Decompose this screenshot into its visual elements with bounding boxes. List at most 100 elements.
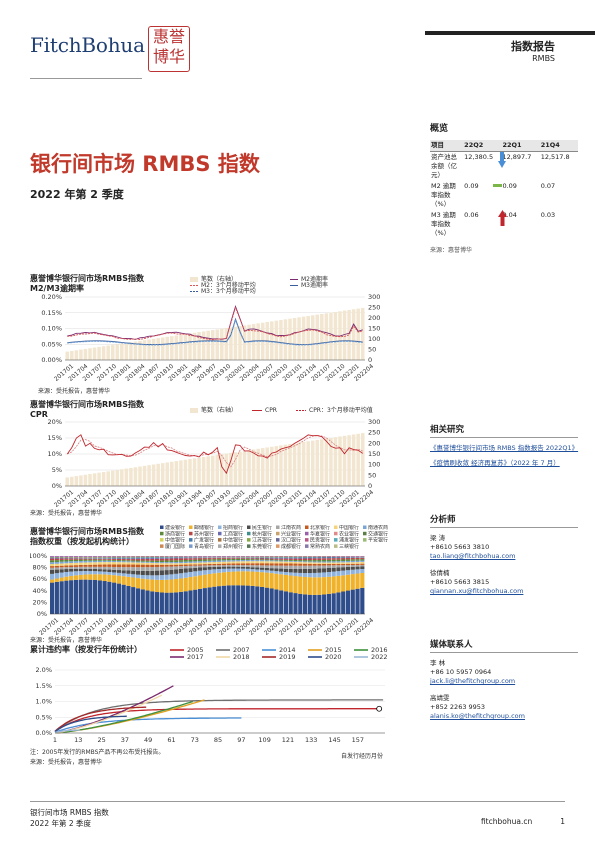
weight-segment — [231, 561, 236, 564]
weight-segment — [126, 564, 131, 568]
count-bar — [183, 334, 188, 360]
weight-segment — [298, 558, 303, 561]
weight-segment — [283, 568, 289, 573]
analysts-section: 分析师 梁 涛 +8610 5663 3810 tao.liang@fitchb… — [430, 513, 578, 596]
weight-segment — [78, 579, 83, 614]
weight-segment — [83, 558, 88, 560]
count-bar — [160, 337, 165, 360]
weight-segment — [140, 559, 145, 561]
analyst-email[interactable]: qiannan.xu@fitchbohua.com — [430, 587, 524, 595]
weight-segment — [145, 590, 150, 614]
weight-segment — [217, 563, 222, 566]
weight-segment — [193, 558, 198, 560]
weight-segment — [260, 557, 265, 559]
weight-segment — [69, 556, 74, 557]
weight-segment — [326, 558, 331, 560]
weight-segment — [245, 558, 250, 560]
weight-segment — [202, 556, 207, 558]
weight-segment — [288, 556, 293, 558]
weight-segment — [240, 556, 246, 557]
related-link[interactable]: 《惠誉博华银行间市场 RMBS 指数报告 2022Q1》 — [430, 444, 579, 452]
weight-segment — [73, 565, 79, 567]
weight-segment — [202, 564, 207, 566]
weight-segment — [274, 568, 279, 572]
weight-segment — [212, 559, 217, 561]
weight-segment — [197, 556, 203, 557]
media-email[interactable]: jack.li@thefitchgroup.com — [430, 677, 516, 685]
weight-segment — [193, 556, 198, 557]
weight-segment — [350, 562, 355, 564]
weight-segment — [64, 571, 69, 577]
legend-swatch — [218, 544, 222, 548]
y2-tick-label: 250 — [368, 429, 380, 437]
weight-segment — [140, 556, 145, 557]
weight-segment — [322, 562, 327, 564]
overview-row: M3 逾期率指数（%） 0.06 0.04 0.03 — [431, 210, 556, 237]
analyst-email[interactable]: tao.liang@fitchbohua.com — [430, 552, 516, 560]
weight-segment — [345, 560, 351, 563]
count-bar — [274, 446, 279, 486]
legend-label: 三峡银行 — [339, 543, 359, 550]
count-bar — [360, 433, 365, 486]
legend-label: 2022 — [371, 653, 388, 661]
media-tel: +852 2263 9953 — [430, 703, 486, 711]
weight-segment — [131, 559, 136, 561]
weight-segment — [269, 559, 274, 561]
weight-segment — [336, 565, 341, 568]
weight-segment — [50, 582, 55, 614]
weight-segment — [317, 565, 322, 569]
count-bar — [206, 456, 210, 486]
legend-swatch — [247, 538, 251, 542]
weight-segment — [145, 562, 150, 565]
count-bar — [129, 467, 133, 486]
legend-label: 中国银行 — [339, 525, 359, 531]
weight-segment — [269, 588, 274, 614]
weight-segment — [350, 566, 355, 570]
count-bar — [229, 452, 233, 486]
weight-segment — [50, 557, 55, 559]
weight-segment — [145, 556, 150, 557]
legend-swatch — [247, 544, 251, 548]
count-bar — [320, 439, 324, 486]
weight-segment — [250, 567, 255, 570]
weight-segment — [112, 558, 117, 560]
weight-segment — [269, 558, 274, 560]
legend-swatch — [363, 531, 367, 536]
chart1-title: 惠誉博华银行间市场RMBS指数 M2/M3逾期率 — [30, 274, 144, 293]
weight-segment — [155, 570, 160, 576]
media-email[interactable]: alanis.ko@thefitchgroup.com — [430, 712, 525, 720]
weight-segment — [293, 565, 298, 569]
weight-segment — [97, 559, 102, 561]
weight-segment — [250, 560, 255, 562]
weight-segment — [269, 560, 274, 562]
weight-segment — [135, 560, 141, 562]
weight-segment — [293, 593, 298, 614]
count-bar — [292, 318, 297, 360]
legend-label: 2018 — [233, 653, 250, 661]
weight-segment — [317, 557, 322, 559]
overview-col: 22Q2 — [463, 140, 502, 152]
weight-segment — [92, 557, 98, 559]
weight-segment — [260, 563, 265, 566]
weight-segment — [240, 559, 246, 560]
count-bar — [174, 335, 179, 360]
weight-segment — [131, 562, 136, 565]
weight-segment — [155, 563, 160, 565]
related-link[interactable]: 《疫情刷收敛 经济再复苏》（2022 年 7 月） — [430, 459, 560, 467]
chart3-source: 来源：受托报告，惠誉博华 — [30, 637, 103, 644]
default-series-2022 — [54, 729, 81, 734]
weight-segment — [312, 594, 317, 614]
weight-segment — [345, 559, 351, 561]
weight-segment — [260, 560, 265, 562]
weight-segment — [345, 574, 351, 591]
weight-segment — [250, 557, 255, 558]
y-tick-label: 0.05% — [41, 340, 62, 348]
legend-swatch — [189, 531, 193, 536]
weight-segment — [178, 561, 184, 564]
weight-segment — [302, 562, 308, 564]
weight-segment — [92, 556, 98, 558]
weight-segment — [188, 568, 193, 572]
weight-segment — [178, 591, 184, 614]
legend-swatch — [276, 531, 280, 536]
weight-segment — [217, 556, 222, 558]
